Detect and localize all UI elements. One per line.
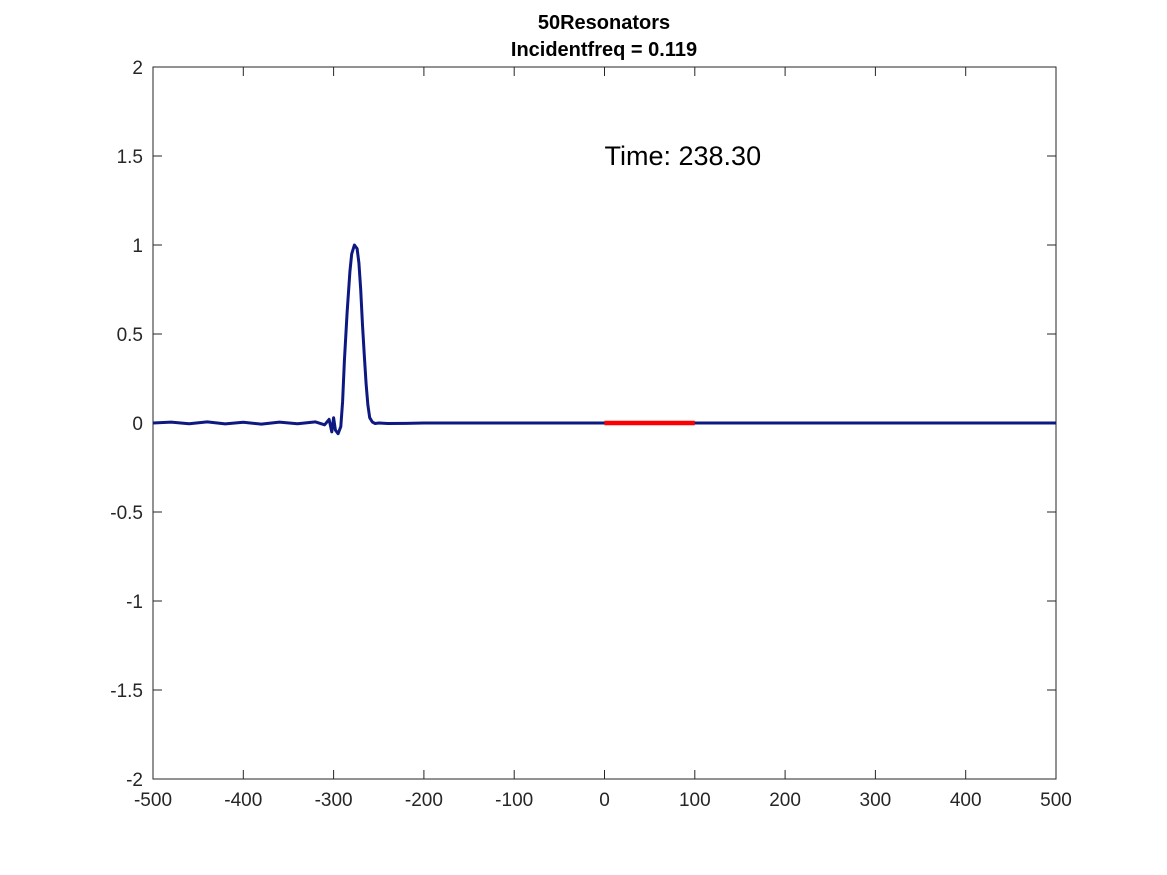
x-tick-label: -300 [315, 790, 353, 811]
x-tick-label: -200 [405, 790, 443, 811]
x-tick-label: -100 [495, 790, 533, 811]
x-tick-label: 200 [769, 790, 801, 811]
series-group [152, 243, 1056, 436]
y-tick-label: -2 [126, 770, 143, 791]
y-tick-label: -1 [126, 592, 143, 613]
x-tick-label: 300 [860, 790, 892, 811]
chart-title: 50Resonators [538, 12, 670, 34]
x-tick-label: 100 [679, 790, 711, 811]
y-tick-label: 0.5 [117, 325, 143, 346]
y-tick-label: 1.5 [117, 147, 143, 168]
x-tick-label: 0 [599, 790, 610, 811]
x-tick-label: 500 [1040, 790, 1072, 811]
wave-line [152, 243, 1056, 436]
x-tick-label: -400 [224, 790, 262, 811]
y-tick-label: 0 [132, 414, 143, 435]
y-tick-label: -0.5 [110, 503, 143, 524]
chart-subtitle: Incidentfreq = 0.119 [511, 39, 697, 61]
time-annotation: Time: 238.30 [605, 141, 762, 171]
y-tick-label: 1 [132, 236, 143, 257]
axis-ticks: -500 -400 -300 -200 -100 0 100 200 300 400 500 -2 -1… [110, 58, 1072, 811]
x-tick-label: -500 [134, 790, 172, 811]
x-tick-label: 400 [950, 790, 982, 811]
y-tick-label: -1.5 [110, 681, 143, 702]
y-tick-label: 2 [132, 58, 143, 79]
